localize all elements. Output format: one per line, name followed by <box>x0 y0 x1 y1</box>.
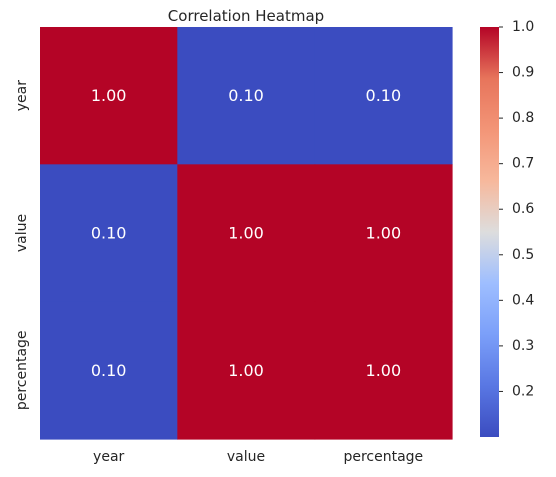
cell-value-label: 1.00 <box>228 361 264 380</box>
colorbar-tick-label: 1.0 <box>512 19 534 35</box>
cell-value-label: 0.10 <box>228 86 264 105</box>
colorbar-tick-label: 0.7 <box>512 156 534 172</box>
cell-value-label: 0.10 <box>366 86 402 105</box>
cell-value-label: 1.00 <box>91 86 127 105</box>
cell-value-label: 1.00 <box>366 361 402 380</box>
cell-value-label: 0.10 <box>91 224 127 243</box>
chart-title: Correlation Heatmap <box>168 7 324 25</box>
colorbar <box>480 27 499 437</box>
x-tick-label: percentage <box>343 449 423 465</box>
x-tick-label: value <box>227 449 265 465</box>
cell-value-label: 1.00 <box>366 224 402 243</box>
colorbar-tick-label: 0.4 <box>512 292 534 308</box>
colorbar-ticks: 0.2 0.3 0.4 0.5 0.6 0.7 0.8 0.9 1.0 <box>499 19 534 399</box>
colorbar-tick-label: 0.8 <box>512 110 534 126</box>
colorbar-tick-label: 0.5 <box>512 247 534 263</box>
x-tick-label: year <box>93 449 124 465</box>
colorbar-tick-label: 0.9 <box>512 65 534 81</box>
x-axis-tick-labels: year value percentage <box>93 449 423 465</box>
y-axis-tick-labels: year value percentage <box>14 80 30 410</box>
colorbar-tick-label: 0.3 <box>512 338 534 354</box>
y-tick-label: value <box>14 214 30 252</box>
y-tick-label: percentage <box>14 330 30 410</box>
y-tick-label: year <box>14 80 30 111</box>
cell-value-label: 0.10 <box>91 361 127 380</box>
colorbar-tick-label: 0.6 <box>512 201 534 217</box>
cell-value-label: 1.00 <box>228 224 264 243</box>
colorbar-tick-label: 0.2 <box>512 383 534 399</box>
